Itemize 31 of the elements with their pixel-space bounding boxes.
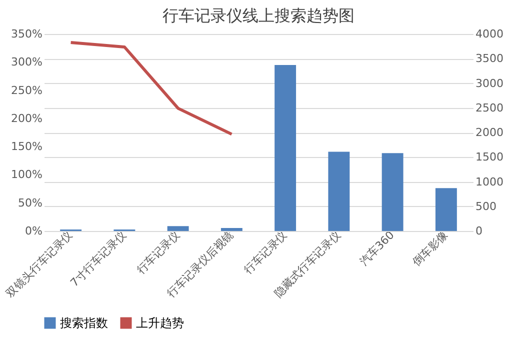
bar: [435, 188, 457, 231]
y2-tick-label: 4000: [476, 28, 504, 40]
y-tick-label: 300%: [11, 56, 42, 69]
bar: [167, 226, 189, 231]
bar: [220, 228, 242, 231]
x-tick-label: 行车记录仪: [134, 228, 182, 277]
y2-tick-label: 1500: [476, 150, 504, 164]
y2-tick-label: 3000: [476, 76, 504, 90]
legend-label: 搜索指数: [60, 316, 108, 330]
x-tick-label: 汽车360: [357, 228, 397, 268]
y-tick-label: 100%: [11, 168, 42, 182]
y-tick-label: 200%: [11, 112, 42, 125]
y-tick-label: 350%: [11, 28, 42, 40]
y2-tick-label: 0: [476, 224, 482, 238]
y2-tick-label: 1000: [476, 175, 504, 188]
y-tick-label: 150%: [11, 140, 42, 154]
y-tick-label: 0%: [25, 224, 42, 238]
bar: [328, 152, 350, 231]
y-tick-label: 50%: [18, 196, 42, 210]
line-series: [69, 40, 234, 136]
y-tick-label: 250%: [11, 84, 42, 97]
chart-title: 行车记录仪线上搜索趋势图: [162, 6, 354, 25]
y2-tick-label: 3500: [476, 52, 504, 66]
y2-tick-label: 2000: [476, 126, 504, 139]
bar: [382, 153, 404, 231]
x-tick-label: 行车记录仪: [241, 228, 290, 277]
bar: [274, 65, 296, 231]
y2-tick-label: 500: [476, 200, 496, 213]
y2-tick-label: 2500: [476, 101, 504, 114]
legend-label: 上升趋势: [136, 316, 184, 330]
x-tick-label: 倒车影像: [410, 228, 450, 269]
